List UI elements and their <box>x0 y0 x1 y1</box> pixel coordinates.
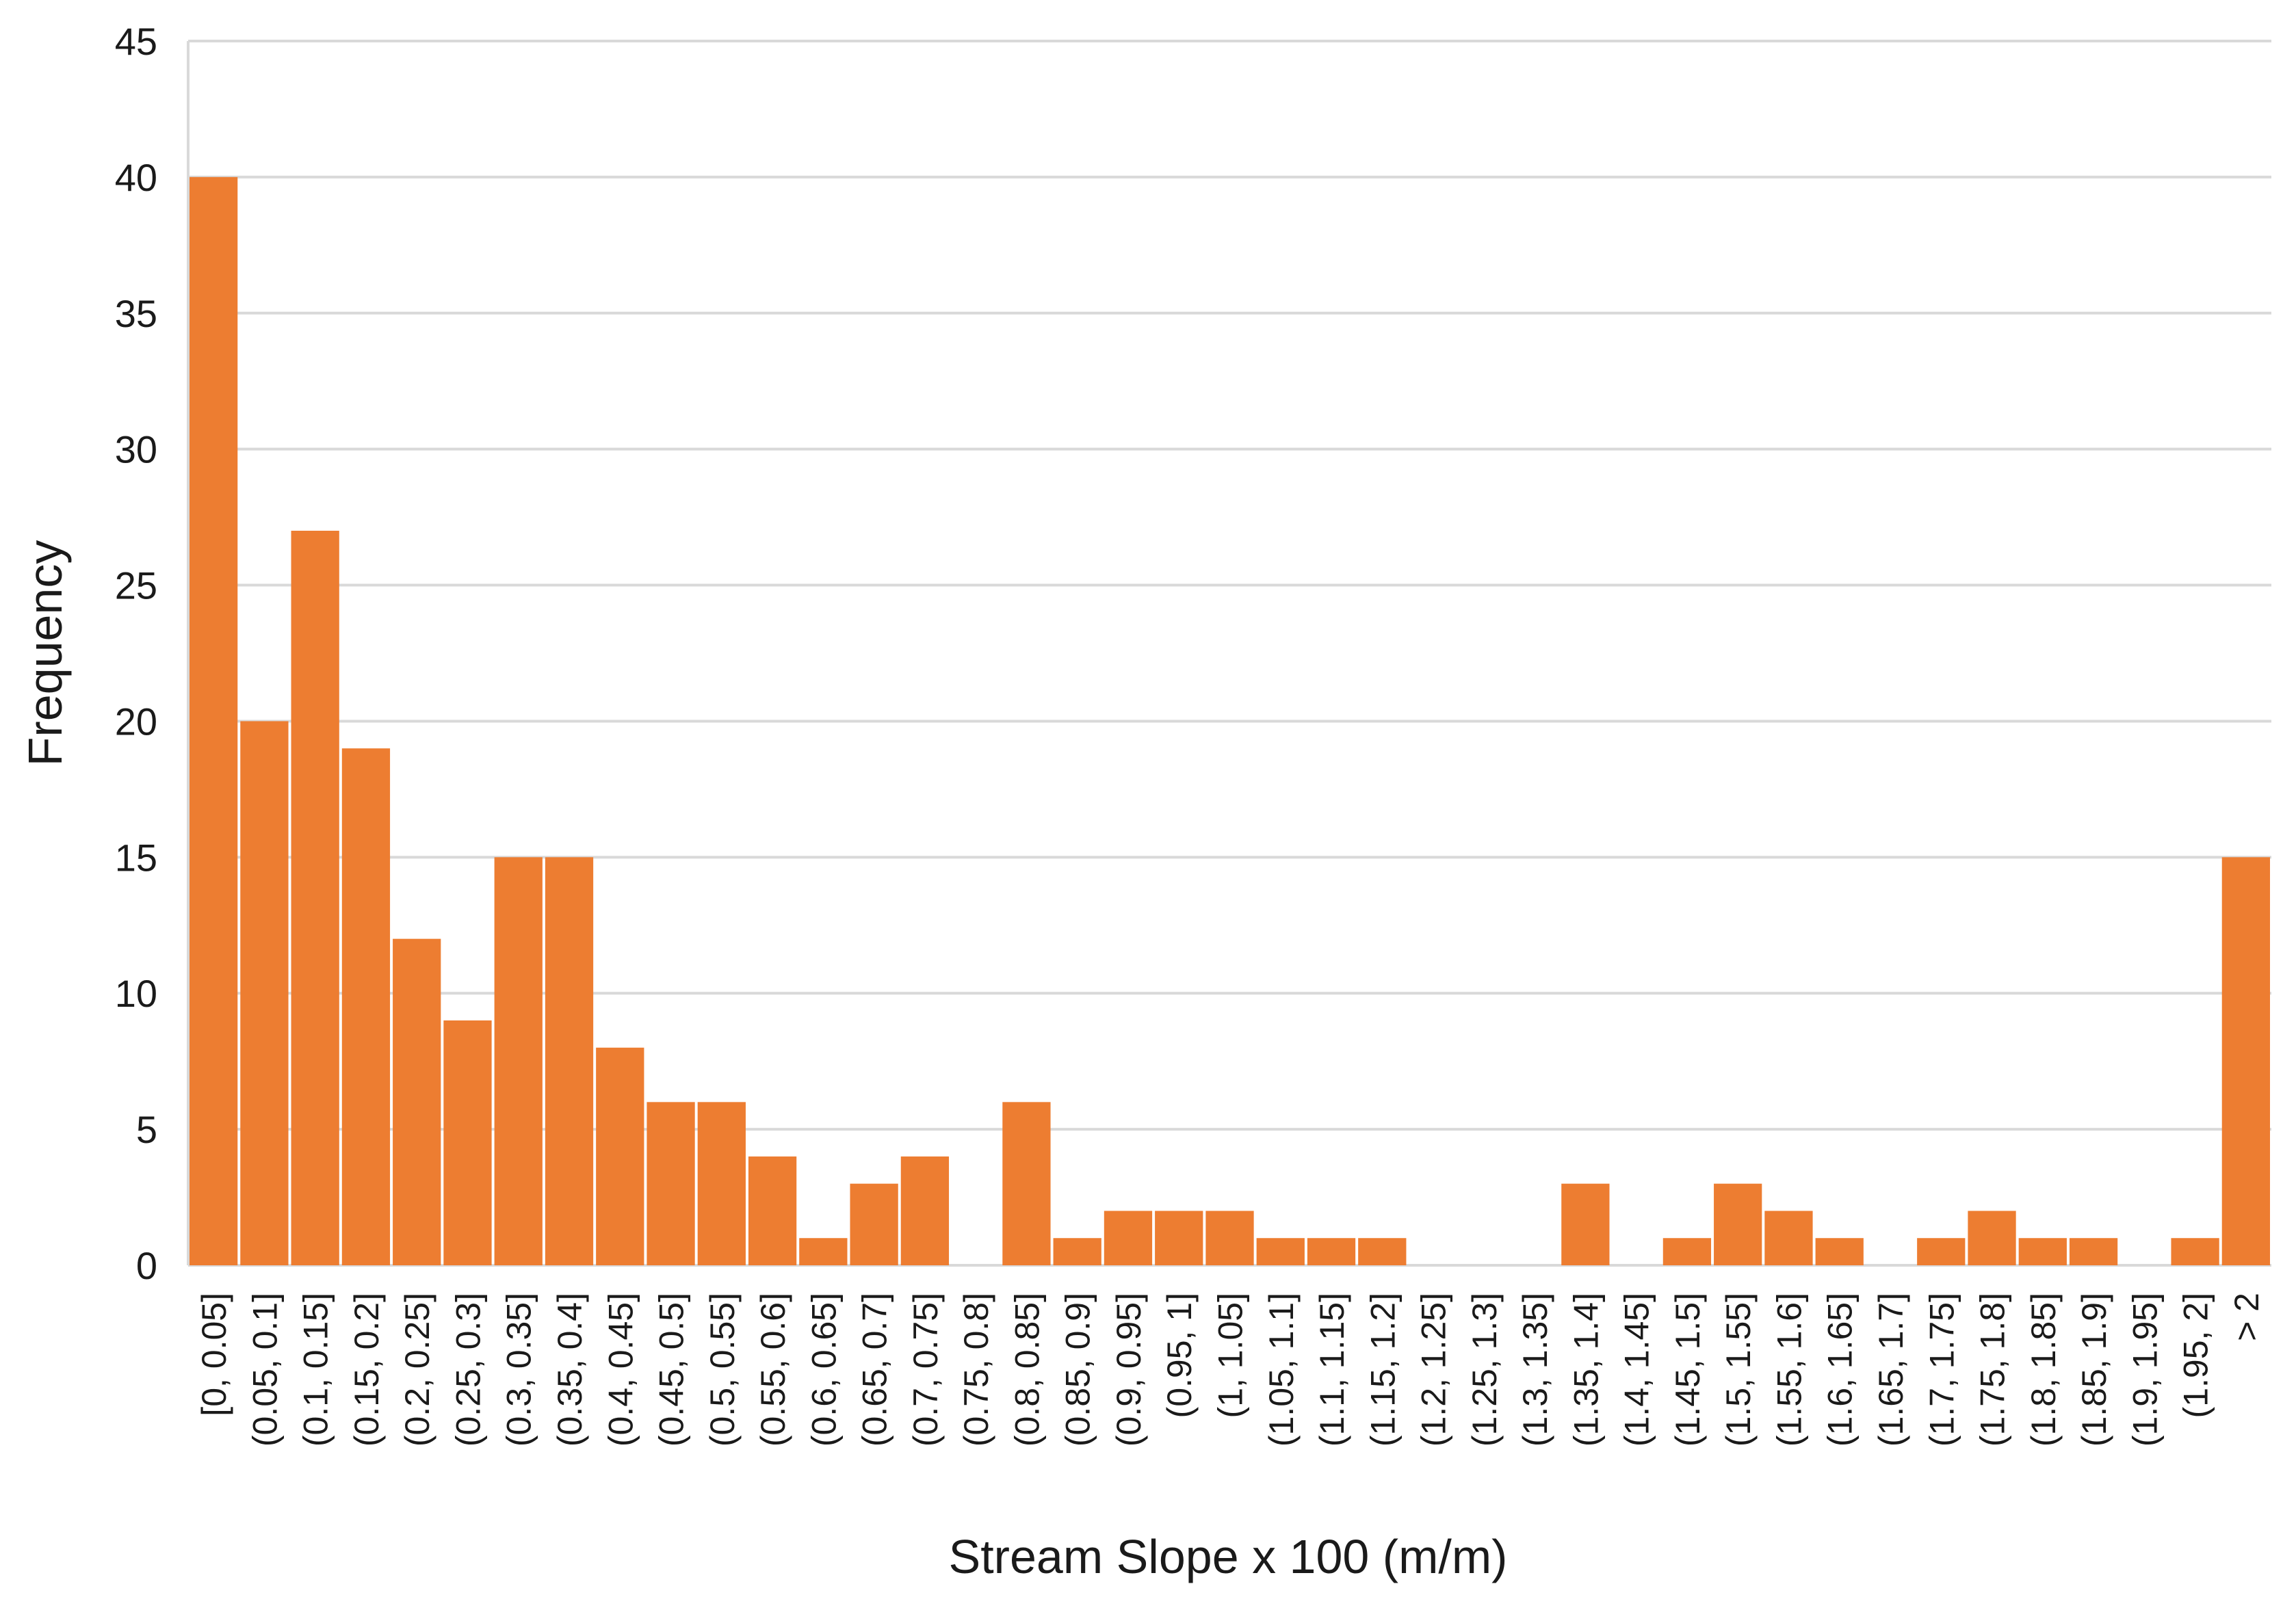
y-tick-label: 35 <box>115 292 157 335</box>
x-tick-label: (1.3, 1.35] <box>1516 1293 1554 1447</box>
bar <box>341 748 391 1265</box>
bar <box>2221 857 2270 1265</box>
x-axis-title: Stream Slope x 100 (m/m) <box>949 1530 1508 1583</box>
y-tick-label: 30 <box>115 428 157 471</box>
y-tick-label: 25 <box>115 564 157 607</box>
x-tick-label: (0.95, 1] <box>1160 1293 1199 1418</box>
x-tick-label: (1, 1.05] <box>1212 1293 1250 1418</box>
x-tick-label: (1.4, 1.45] <box>1618 1293 1656 1447</box>
x-tick-label: (1.8, 1.85] <box>2024 1293 2063 1447</box>
x-tick-label: (1.35, 1.4] <box>1567 1293 1605 1447</box>
bar <box>1307 1238 1356 1265</box>
bar <box>799 1238 848 1265</box>
bar <box>291 531 339 1265</box>
x-tick-label: (1.5, 1.55] <box>1719 1293 1758 1447</box>
bar <box>2069 1238 2118 1265</box>
y-tick-label: 20 <box>115 700 157 743</box>
x-tick-label: (1.75, 1.8] <box>1974 1293 2012 1447</box>
x-tick-label: [0, 0.05] <box>195 1293 233 1416</box>
bar <box>1053 1238 1101 1265</box>
x-tick-label: (0.75, 0.8] <box>957 1293 995 1447</box>
y-tick-labels: 0 5 10 15 20 25 30 35 40 45 <box>115 20 157 1287</box>
bar <box>647 1102 695 1265</box>
bar <box>240 721 289 1265</box>
x-tick-label: (1.25, 1.3] <box>1465 1293 1504 1447</box>
bar <box>1561 1183 1610 1265</box>
bar <box>596 1047 644 1265</box>
x-tick-label: (0.6, 0.65] <box>805 1293 843 1447</box>
y-tick-label: 10 <box>115 972 157 1015</box>
bar <box>1002 1102 1051 1265</box>
x-tick-label: (0.9, 0.95] <box>1110 1293 1148 1447</box>
y-tick-label: 45 <box>115 20 157 63</box>
x-tick-label: (1.9, 1.95] <box>2126 1293 2164 1447</box>
bar <box>1764 1211 1813 1265</box>
x-tick-label: (1.55, 1.6] <box>1770 1293 1808 1447</box>
bar <box>1917 1238 1966 1265</box>
x-tick-label: (1.15, 1.2] <box>1364 1293 1402 1447</box>
x-tick-label: (0.4, 0.45] <box>601 1293 640 1447</box>
x-tick-label: (0.1, 0.15] <box>297 1293 335 1447</box>
x-tick-label: (1.6, 1.65] <box>1821 1293 1860 1447</box>
x-tick-label: (1.45, 1.5] <box>1669 1293 1707 1447</box>
bar <box>697 1102 746 1265</box>
bar <box>1968 1211 2016 1265</box>
bar <box>2171 1238 2219 1265</box>
y-tick-label: 15 <box>115 836 157 879</box>
x-tick-label: (1.05, 1.1] <box>1262 1293 1301 1447</box>
bar <box>900 1156 950 1265</box>
x-tick-label: (0.45, 0.5] <box>653 1293 691 1447</box>
bar <box>190 176 238 1265</box>
x-tick-label: (0.15, 0.2] <box>348 1293 386 1447</box>
x-tick-label: (0.25, 0.3] <box>449 1293 487 1447</box>
bar <box>545 857 594 1265</box>
bar <box>393 938 441 1265</box>
x-tick-label: (0.65, 0.7] <box>856 1293 894 1447</box>
x-tick-label: (1.1, 1.15] <box>1313 1293 1351 1447</box>
x-tick-label: (0.5, 0.55] <box>703 1293 742 1447</box>
y-axis-title: Frequency <box>18 540 72 767</box>
x-tick-label: (1.2, 1.25] <box>1415 1293 1453 1447</box>
bar <box>850 1183 898 1265</box>
y-tick-label: 0 <box>136 1244 157 1287</box>
bar <box>1662 1238 1712 1265</box>
bars <box>190 176 2270 1265</box>
x-tick-label: > 2 <box>2228 1293 2266 1341</box>
x-tick-label: (1.95, 2] <box>2177 1293 2215 1418</box>
x-tick-label: (0.05, 0.1] <box>246 1293 284 1447</box>
x-tick-label: (0.7, 0.75] <box>906 1293 945 1447</box>
bar <box>494 857 543 1265</box>
bar <box>1714 1183 1762 1265</box>
x-tick-label: (0.3, 0.35] <box>500 1293 538 1447</box>
x-tick-label: (0.85, 0.9] <box>1059 1293 1097 1447</box>
x-tick-label: (1.85, 1.9] <box>2075 1293 2113 1447</box>
bar <box>2018 1238 2067 1265</box>
x-tick-label: (0.35, 0.4] <box>551 1293 589 1447</box>
bar <box>1358 1238 1407 1265</box>
bar <box>1155 1211 1203 1265</box>
bar <box>1815 1238 1864 1265</box>
x-tick-label: (0.2, 0.25] <box>398 1293 436 1447</box>
x-tick-labels: [0, 0.05] (0.05, 0.1] (0.1, 0.15] (0.15, 0.… <box>195 1293 2266 1447</box>
x-tick-label: (1.7, 1.75] <box>1922 1293 1961 1447</box>
bar <box>1256 1238 1305 1265</box>
bar <box>1104 1211 1153 1265</box>
bar <box>748 1156 797 1265</box>
y-tick-label: 40 <box>115 156 157 199</box>
x-tick-label: (0.8, 0.85] <box>1008 1293 1046 1447</box>
bar <box>1205 1211 1254 1265</box>
y-tick-label: 5 <box>136 1108 157 1151</box>
bar <box>443 1020 492 1265</box>
x-tick-label: (0.55, 0.6] <box>754 1293 792 1447</box>
x-tick-label: (1.65, 1.7] <box>1872 1293 1910 1447</box>
